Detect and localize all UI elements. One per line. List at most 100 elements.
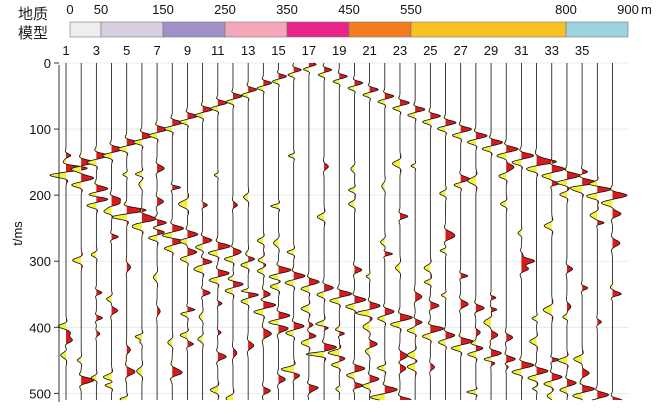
trace-14 <box>253 63 277 401</box>
trace-positive-fill <box>354 63 366 400</box>
trace-label: 15 <box>271 43 285 58</box>
model-boundary-label: 450 <box>338 2 360 17</box>
y-axis-label-group: t/ms <box>10 221 25 246</box>
trace-31 <box>511 63 536 400</box>
trace-20 <box>345 63 367 400</box>
trace-wiggle-line <box>101 63 125 400</box>
trace-positive-fill <box>430 63 444 400</box>
trace-positive-fill <box>399 63 413 400</box>
trace-wiggle-line <box>131 63 157 400</box>
trace-wiggle-line <box>305 62 337 400</box>
trace-29 <box>481 63 504 400</box>
trace-wiggle-line <box>148 63 169 400</box>
model-boundary-label: 350 <box>276 2 298 17</box>
model-layer-6 <box>348 21 412 38</box>
trace-wiggle-line <box>178 63 199 400</box>
trace-label: 7 <box>153 43 160 58</box>
trace-19 <box>327 63 353 400</box>
trace-16 <box>281 62 306 400</box>
trace-wiggle-line <box>161 63 185 400</box>
model-layer-2 <box>100 21 164 38</box>
trace-label: 35 <box>575 43 589 58</box>
model-title-line-2: 模型 <box>18 24 48 42</box>
trace-negative-fill <box>111 63 127 400</box>
trace-wiggle-line <box>207 63 231 401</box>
trace-wiggle-line <box>556 63 581 401</box>
trace-label: 19 <box>332 43 346 58</box>
trace-wiggle-line <box>253 63 277 401</box>
model-boundary-label: 150 <box>152 2 174 17</box>
trace-label: 3 <box>93 43 100 58</box>
trace-18 <box>305 62 337 400</box>
trace-label: 25 <box>423 43 437 58</box>
trace-label: 31 <box>514 43 528 58</box>
seismic-traces <box>49 62 628 401</box>
trace-wiggle-line <box>511 63 536 400</box>
y-tick-label: 500 <box>29 386 51 401</box>
trace-wiggle-line <box>422 63 445 400</box>
model-boundary-label: 800 <box>555 2 577 17</box>
trace-24 <box>406 63 426 401</box>
model-layer-3 <box>162 21 226 38</box>
trace-wiggle-line <box>526 63 557 400</box>
y-tick-label: 300 <box>29 254 51 269</box>
trace-4 <box>101 63 125 400</box>
model-layer-4 <box>224 21 288 38</box>
trace-wiggle-line <box>481 63 504 400</box>
model-title-line-1: 地质 <box>18 5 48 23</box>
trace-32 <box>526 63 557 400</box>
trace-wiggle-line <box>70 63 95 400</box>
trace-wiggle-line <box>240 63 260 400</box>
trace-label: 33 <box>545 43 559 58</box>
trace-23 <box>390 63 413 401</box>
trace-label: 29 <box>484 43 498 58</box>
trace-12 <box>223 63 244 401</box>
trace-label: 23 <box>393 43 407 58</box>
plot-background <box>62 65 629 402</box>
trace-33 <box>541 63 566 401</box>
trace-wiggle-line <box>569 63 597 401</box>
trace-label: 17 <box>302 43 316 58</box>
trace-label: 9 <box>184 43 191 58</box>
model-layer-1 <box>69 21 102 38</box>
trace-wiggle-line <box>369 63 398 401</box>
trace-wiggle-line <box>345 63 367 400</box>
trace-8 <box>161 63 185 400</box>
trace-wiggle-line <box>541 63 566 401</box>
model-layer-5 <box>286 21 350 38</box>
model-boundary-label: 900 <box>617 2 639 17</box>
trace-36 <box>586 63 612 401</box>
model-boundary-label: 50 <box>94 2 108 17</box>
trace-label: 11 <box>211 43 225 58</box>
trace-negative-fill <box>482 63 492 400</box>
trace-wiggle-line <box>496 63 519 400</box>
trace-negative-fill <box>328 63 340 400</box>
trace-wiggle-line <box>390 63 413 401</box>
trace-27 <box>450 63 474 400</box>
trace-negative-fill <box>178 63 188 400</box>
trace-wiggle-line <box>193 63 213 400</box>
trace-wiggle-line <box>437 63 457 400</box>
trace-wiggle-line <box>300 62 320 401</box>
trace-5 <box>111 63 147 401</box>
trace-28 <box>466 63 488 400</box>
trace-negative-fill <box>281 63 294 400</box>
trace-35 <box>569 63 597 401</box>
trace-negative-fill <box>370 63 385 400</box>
model-boundary-label: 0 <box>66 2 73 17</box>
model-boundary-label: 250 <box>214 2 236 17</box>
trace-37 <box>600 63 628 401</box>
model-title: 地质 模型 <box>18 5 48 42</box>
trace-positive-fill <box>278 63 291 400</box>
trace-34 <box>556 63 581 401</box>
trace-label: 5 <box>123 43 130 58</box>
trace-22 <box>369 63 398 401</box>
trace-1 <box>49 63 88 400</box>
y-tick-label: 200 <box>29 188 51 203</box>
trace-wiggle-line <box>86 63 110 400</box>
trace-13 <box>240 63 260 400</box>
geologic-model-bar <box>69 21 629 38</box>
trace-26 <box>437 63 457 400</box>
trace-wiggle-line <box>268 63 292 400</box>
